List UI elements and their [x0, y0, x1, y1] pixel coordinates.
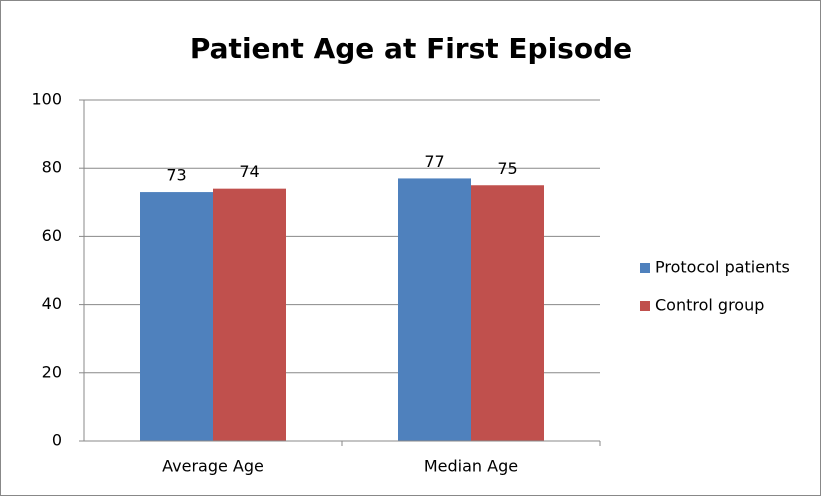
- legend-swatch: [640, 301, 650, 311]
- x-tick-label: Average Age: [162, 457, 264, 476]
- data-label: 73: [166, 166, 186, 185]
- y-tick-label: 0: [52, 431, 62, 450]
- data-label: 74: [239, 162, 259, 181]
- bar: [471, 185, 544, 441]
- x-tick-label: Median Age: [424, 457, 518, 476]
- data-label: 77: [424, 152, 444, 171]
- data-label: 75: [497, 159, 517, 178]
- bar: [398, 178, 471, 441]
- bar: [140, 192, 213, 441]
- legend-label: Control group: [655, 296, 764, 315]
- bar: [213, 188, 286, 441]
- y-tick-label: 20: [42, 362, 62, 381]
- y-tick-label: 40: [42, 294, 62, 313]
- legend-swatch: [640, 263, 650, 273]
- y-tick-label: 80: [42, 158, 62, 177]
- chart-title: Patient Age at First Episode: [190, 32, 632, 65]
- y-tick-label: 60: [42, 226, 62, 245]
- legend-label: Protocol patients: [655, 258, 790, 277]
- y-tick-label: 100: [31, 90, 62, 109]
